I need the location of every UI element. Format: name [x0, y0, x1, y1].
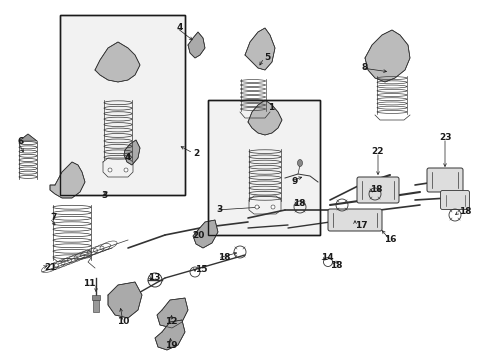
Text: 4: 4	[177, 23, 183, 32]
Polygon shape	[187, 32, 204, 58]
Text: 3: 3	[101, 192, 107, 201]
Text: 9: 9	[290, 176, 297, 185]
Ellipse shape	[108, 168, 112, 172]
Text: 4: 4	[124, 153, 131, 162]
Bar	[93, 300, 99, 312]
Text: 21: 21	[44, 262, 57, 271]
Text: 3: 3	[216, 206, 222, 215]
Polygon shape	[108, 282, 142, 318]
Text: 2: 2	[193, 148, 199, 158]
Text: 18: 18	[329, 261, 342, 270]
Text: 19: 19	[164, 341, 177, 350]
Ellipse shape	[124, 168, 128, 172]
Bar	[207, 100, 319, 235]
Text: 17: 17	[354, 220, 367, 230]
Text: 12: 12	[164, 318, 177, 327]
Polygon shape	[193, 220, 218, 248]
FancyBboxPatch shape	[426, 168, 462, 192]
Polygon shape	[157, 298, 187, 328]
Text: 16: 16	[383, 235, 395, 244]
Polygon shape	[50, 162, 85, 198]
Text: 14: 14	[320, 252, 333, 261]
Text: 8: 8	[361, 63, 367, 72]
Text: 18: 18	[218, 253, 230, 262]
Polygon shape	[244, 28, 274, 70]
Text: 10: 10	[117, 318, 129, 327]
Text: 1: 1	[267, 104, 274, 112]
Polygon shape	[247, 100, 282, 135]
Polygon shape	[155, 320, 184, 350]
Text: 18: 18	[369, 185, 382, 194]
Text: 15: 15	[195, 266, 207, 274]
Polygon shape	[364, 30, 409, 82]
Text: 6: 6	[18, 138, 24, 147]
Ellipse shape	[297, 159, 302, 166]
Text: 11: 11	[83, 279, 96, 288]
Bar	[207, 100, 319, 235]
Bar	[92, 295, 100, 300]
Bar	[60, 15, 184, 195]
Text: 7: 7	[50, 213, 56, 222]
Text: 22: 22	[371, 148, 384, 157]
Polygon shape	[95, 42, 140, 82]
Text: 23: 23	[438, 134, 450, 143]
Ellipse shape	[270, 205, 274, 209]
Text: 13: 13	[148, 273, 160, 282]
Text: 18: 18	[292, 198, 305, 207]
FancyBboxPatch shape	[327, 209, 381, 231]
Ellipse shape	[254, 205, 259, 209]
Text: 18: 18	[458, 207, 470, 216]
FancyBboxPatch shape	[356, 177, 398, 203]
Text: 20: 20	[192, 230, 204, 239]
Polygon shape	[124, 140, 140, 165]
FancyBboxPatch shape	[440, 190, 468, 210]
Bar	[60, 15, 184, 195]
Polygon shape	[19, 134, 37, 141]
Text: 5: 5	[264, 54, 270, 63]
